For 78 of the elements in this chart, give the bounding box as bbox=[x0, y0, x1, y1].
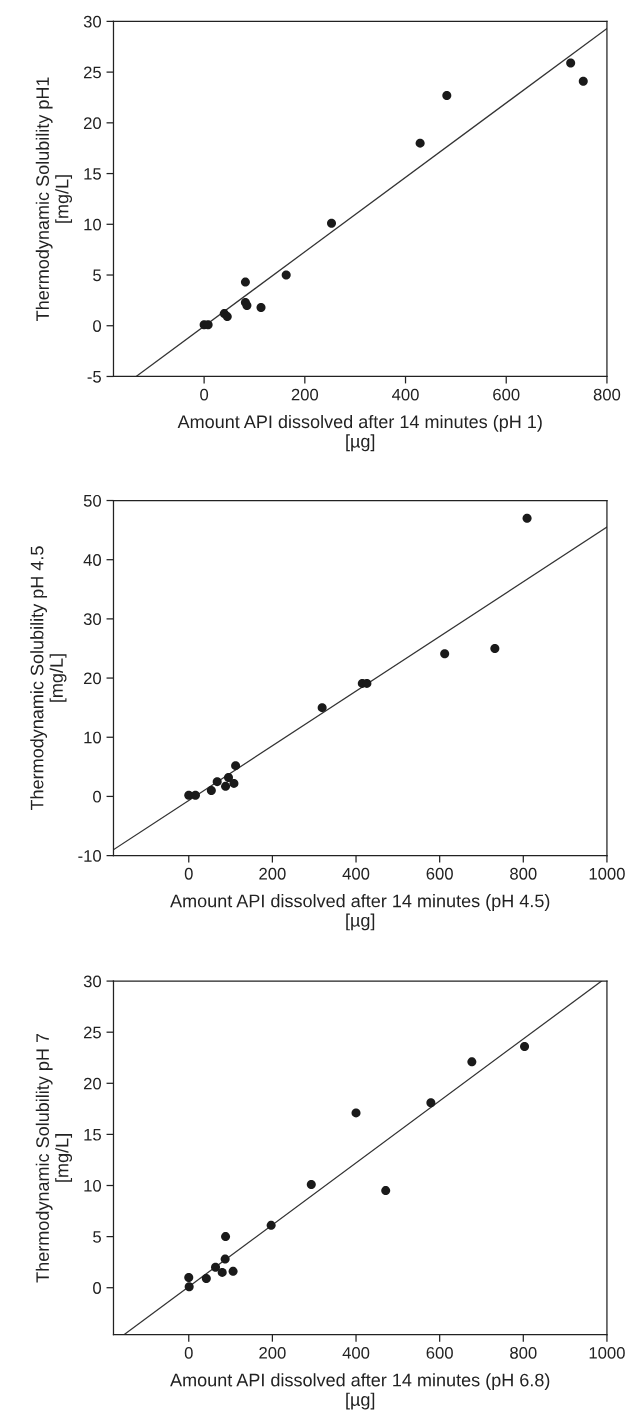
y-tick-label: 20 bbox=[83, 117, 102, 130]
point bbox=[217, 1267, 227, 1277]
y-axis-title: Thermodynamic Solubility pH1 [mg/L] bbox=[35, 77, 73, 321]
point bbox=[211, 1262, 221, 1272]
x-tick-label: 600 bbox=[426, 867, 453, 880]
y-tick-label: -5 bbox=[87, 371, 101, 383]
x-axis-title: Amount API dissolved after 14 minutes (pH 6.8) [µg] bbox=[170, 1373, 550, 1410]
y-tick-label: 30 bbox=[83, 15, 102, 28]
point bbox=[220, 1254, 230, 1264]
point bbox=[467, 1057, 477, 1067]
point bbox=[221, 781, 231, 791]
point bbox=[206, 786, 216, 795]
x-tick-label: 0 bbox=[184, 867, 193, 880]
x-tick-label: 800 bbox=[510, 867, 537, 880]
x-tick-label: 400 bbox=[342, 867, 370, 880]
x-tick-label: 600 bbox=[426, 1346, 453, 1359]
x-tick-label: 200 bbox=[259, 867, 286, 880]
y-tick-label: 25 bbox=[83, 1026, 101, 1039]
y-tick-label: 20 bbox=[83, 672, 102, 685]
point bbox=[231, 761, 241, 771]
x-tick-label: 200 bbox=[259, 1346, 286, 1359]
x-tick-label: 1000 bbox=[589, 867, 625, 880]
y-tick-label: 10 bbox=[84, 731, 102, 744]
x-tick-label: 800 bbox=[510, 1346, 537, 1359]
point bbox=[184, 1273, 194, 1282]
x-tick-label: 400 bbox=[392, 388, 419, 401]
point bbox=[201, 1274, 211, 1284]
y-tick-label: 5 bbox=[93, 269, 101, 282]
point bbox=[440, 649, 450, 659]
x-axis-title: Amount API dissolved after 14 minutes (pH 1) [µg] bbox=[177, 414, 542, 452]
y-tick-label: 10 bbox=[84, 218, 102, 231]
point bbox=[317, 703, 327, 713]
point bbox=[578, 76, 588, 86]
point bbox=[223, 772, 233, 782]
point bbox=[306, 1179, 316, 1189]
x-axis-title: Amount API dissolved after 14 minutes (pH 4.5) [µg] bbox=[170, 894, 550, 931]
y-tick-label: 30 bbox=[83, 613, 102, 626]
x-tick-label: 800 bbox=[593, 388, 621, 401]
point bbox=[229, 778, 239, 788]
point bbox=[415, 138, 425, 148]
x-tick-label: 400 bbox=[342, 1346, 370, 1359]
y-tick-label: -10 bbox=[78, 850, 102, 862]
point bbox=[381, 1186, 391, 1196]
point bbox=[351, 1108, 361, 1118]
y-tick-label: 15 bbox=[84, 168, 101, 180]
point bbox=[442, 90, 452, 100]
y-tick-label: 15 bbox=[84, 1128, 101, 1141]
y-tick-label: 0 bbox=[93, 1282, 102, 1294]
point bbox=[327, 218, 337, 228]
point bbox=[522, 513, 532, 523]
x-tick-label: 0 bbox=[184, 1346, 193, 1359]
y-tick-label: 25 bbox=[83, 66, 101, 79]
y-tick-label: 20 bbox=[83, 1077, 102, 1090]
y-axis-title: Thermodynamic Solubility pH 7 [mg/L] bbox=[35, 1033, 73, 1283]
point bbox=[520, 1042, 530, 1051]
point bbox=[184, 1282, 194, 1292]
x-tick-label: 1000 bbox=[589, 1346, 625, 1359]
y-tick-label: 40 bbox=[83, 554, 102, 566]
point bbox=[221, 1232, 231, 1242]
y-tick-label: 50 bbox=[83, 494, 102, 507]
point bbox=[266, 1220, 276, 1230]
point bbox=[281, 270, 291, 280]
x-tick-label: 0 bbox=[200, 388, 209, 401]
point bbox=[240, 277, 250, 287]
point bbox=[228, 1266, 238, 1276]
y-tick-label: 30 bbox=[83, 975, 102, 988]
point bbox=[426, 1098, 436, 1108]
y-tick-label: 0 bbox=[93, 790, 102, 803]
y-tick-label: 5 bbox=[93, 1231, 101, 1243]
point bbox=[566, 58, 576, 68]
point bbox=[490, 643, 500, 653]
x-tick-label: 600 bbox=[493, 388, 520, 401]
y-tick-label: 10 bbox=[84, 1179, 102, 1192]
x-tick-label: 200 bbox=[291, 388, 319, 401]
y-axis-title: Thermodynamic Solubility pH 4.5 [mg/L] bbox=[30, 546, 67, 811]
y-tick-label: 0 bbox=[93, 320, 102, 332]
point bbox=[256, 302, 266, 312]
point bbox=[212, 777, 222, 787]
